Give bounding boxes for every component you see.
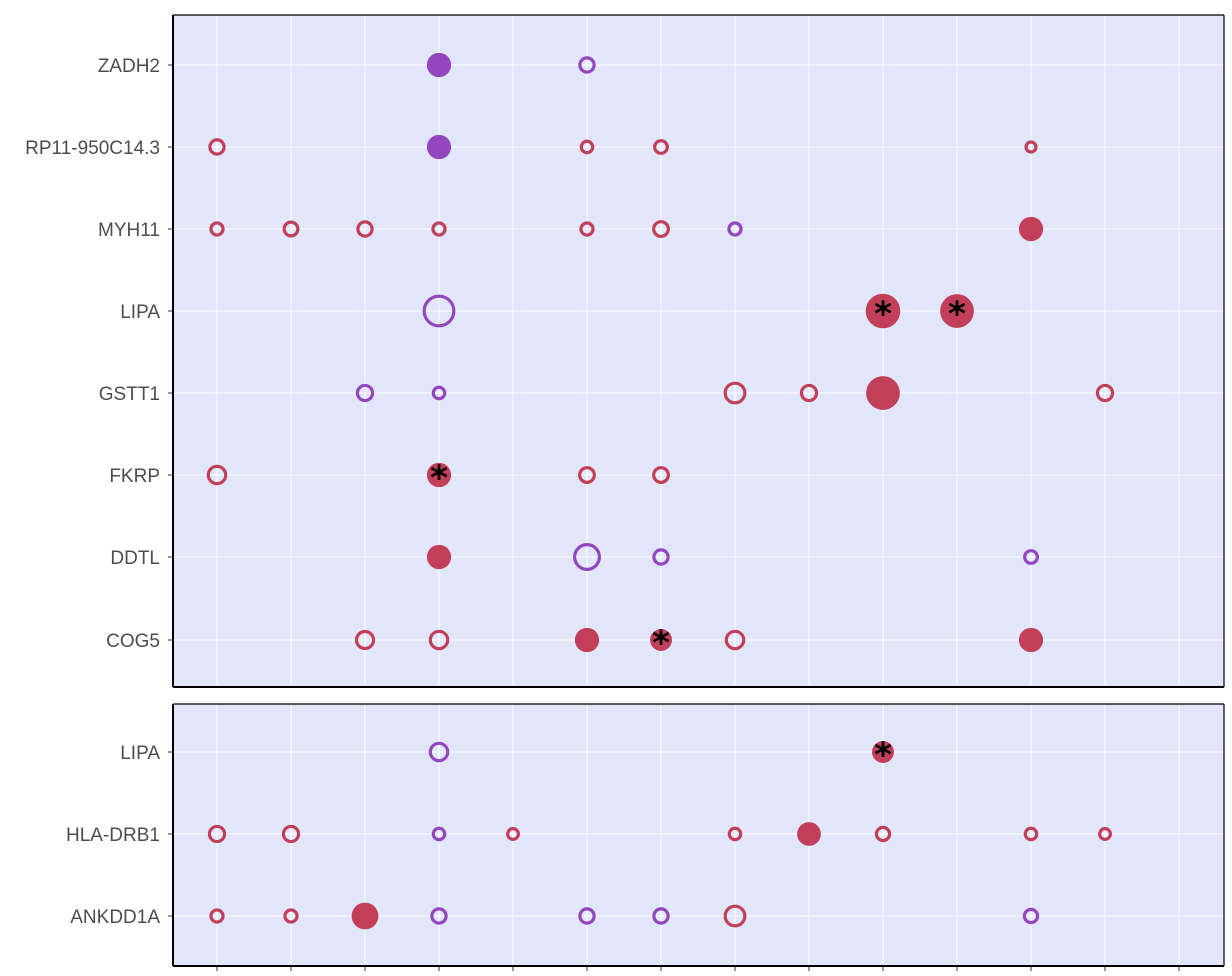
y-tick-label: COG5: [106, 631, 160, 652]
data-point-hollow: [573, 543, 601, 571]
data-point-hollow: [1023, 826, 1039, 842]
data-point-hollow: [1098, 827, 1112, 841]
data-point-hollow: [506, 827, 520, 841]
data-point-hollow: [207, 824, 227, 844]
data-point-hollow: [579, 139, 595, 155]
data-point-filled: [865, 293, 901, 329]
panel-top: ZADH2 RP11-950C14.3 MYH11 LIPA GSTT1 FKRP DDTL…: [25, 14, 1225, 688]
data-point-hollow: [431, 385, 447, 401]
significance-star: *: [948, 295, 966, 335]
y-tick-label: ANKDD1A: [70, 907, 160, 928]
y-tick-label: DDTL: [110, 548, 160, 569]
data-point-filled: [426, 52, 452, 78]
data-point-filled: [426, 134, 452, 160]
data-point-hollow: [209, 221, 225, 237]
data-point-filled: [426, 544, 452, 570]
data-point-hollow: [1024, 140, 1038, 154]
data-point-hollow: [206, 464, 228, 486]
data-point-hollow: [431, 221, 447, 237]
data-point-hollow: [799, 383, 819, 403]
panel-bottom: LIPA HLA-DRB1 ANKDD1A *: [66, 703, 1225, 971]
data-point-hollow: [578, 56, 596, 74]
data-point-hollow: [208, 138, 226, 156]
data-point-hollow: [354, 629, 376, 651]
y-tick-label: FKRP: [109, 466, 160, 487]
data-point-hollow: [652, 466, 670, 484]
data-point-hollow: [874, 825, 892, 843]
data-point-hollow: [430, 907, 448, 925]
data-point-filled: [574, 627, 600, 653]
data-point-hollow: [1023, 549, 1039, 565]
data-point-hollow: [1095, 383, 1115, 403]
data-point-filled: [940, 294, 974, 328]
data-point-hollow: [727, 221, 743, 237]
significance-star: *: [874, 295, 892, 335]
panel-background: [173, 704, 1224, 966]
data-point-hollow: [283, 908, 299, 924]
y-tick-label: LIPA: [120, 302, 160, 323]
data-point-filled: [1018, 216, 1044, 242]
data-point-hollow: [579, 221, 595, 237]
data-point-hollow: [727, 826, 743, 842]
data-point-hollow: [428, 741, 450, 763]
data-point-hollow: [431, 826, 447, 842]
y-tick-label: LIPA: [120, 743, 160, 764]
data-point-filled: [650, 629, 672, 651]
y-tick-label: MYH11: [98, 220, 160, 241]
significance-star: *: [874, 736, 892, 776]
significance-star: *: [652, 624, 670, 664]
data-point-hollow: [281, 824, 301, 844]
data-point-hollow: [209, 908, 225, 924]
data-point-hollow: [652, 220, 670, 238]
data-point-hollow: [652, 548, 670, 566]
data-point-hollow: [723, 381, 747, 405]
data-point-hollow: [578, 907, 596, 925]
data-point-filled: [1018, 627, 1044, 653]
data-point-hollow: [723, 904, 747, 928]
y-tick-label: ZADH2: [98, 56, 160, 77]
data-point-hollow: [1022, 907, 1040, 925]
significance-star: *: [430, 459, 448, 499]
data-point-hollow: [355, 383, 375, 403]
y-tick-label: RP11-950C14.3: [25, 138, 160, 159]
data-point-hollow: [652, 907, 670, 925]
data-point-hollow: [422, 294, 456, 328]
data-point-filled: [351, 902, 379, 930]
data-point-filled: [426, 462, 452, 488]
data-point-hollow: [724, 629, 746, 651]
data-point-hollow: [578, 466, 596, 484]
data-point-hollow: [428, 629, 450, 651]
y-tick-label: GSTT1: [99, 384, 160, 405]
data-point-hollow: [282, 220, 300, 238]
y-tick-label: HLA-DRB1: [66, 825, 160, 846]
data-point-filled: [866, 376, 900, 410]
data-point-filled: [797, 822, 821, 846]
data-point-hollow: [356, 220, 374, 238]
panel-background: [173, 15, 1224, 687]
data-point-filled: [872, 741, 894, 763]
data-point-hollow: [653, 139, 669, 155]
